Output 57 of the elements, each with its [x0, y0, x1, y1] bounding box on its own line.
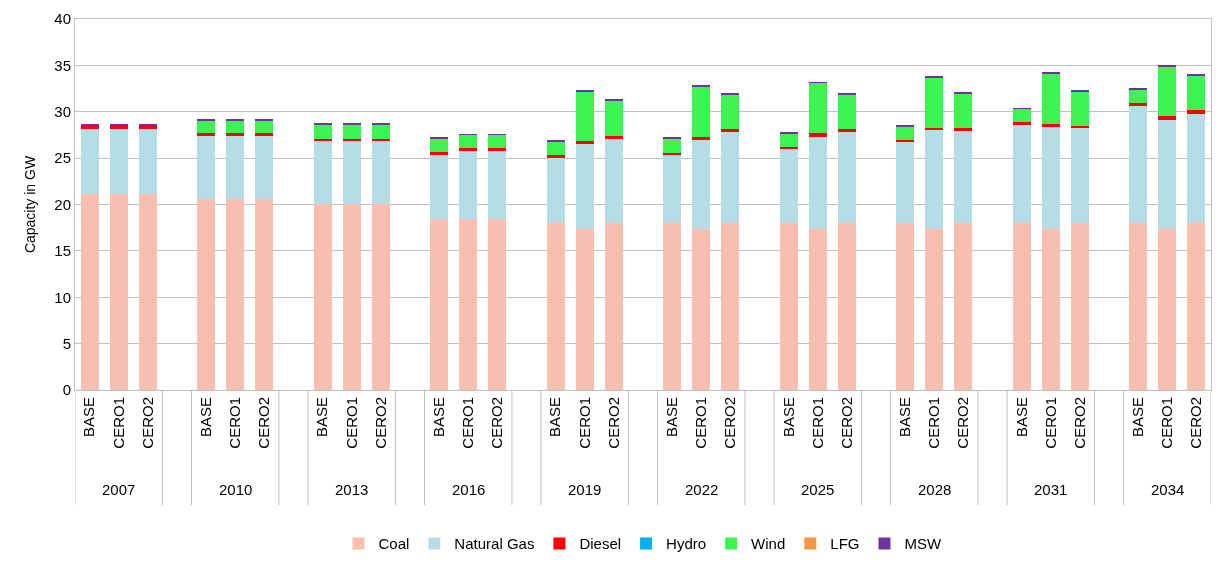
x-tick-label: CERO1	[109, 397, 127, 449]
y-tick-label: 40	[54, 10, 71, 28]
legend-label: Diesel	[579, 535, 622, 553]
text: 2016	[452, 481, 486, 498]
x-tick-label: CERO2	[138, 397, 156, 449]
legend-label: Hydro	[666, 535, 707, 553]
x-tick-label: CERO1	[1158, 397, 1176, 449]
x-tick-label: CERO2	[255, 397, 273, 449]
x-tick-label: CERO1	[226, 397, 244, 449]
y-tick-label: 15	[54, 242, 71, 260]
y-tick-label: 30	[54, 103, 71, 120]
y-tick-label: 35	[54, 56, 71, 74]
x-tick-label: CERO2	[488, 397, 506, 449]
x-tick-label: BASE	[779, 397, 797, 438]
x-tick-label: CERO2	[1070, 397, 1088, 449]
x-tick-label: BASE	[429, 397, 447, 438]
legend-label: Coal	[378, 535, 410, 553]
x-tick-label: BASE	[80, 397, 98, 438]
y-tick-label: 5	[62, 334, 71, 352]
text: 2007	[102, 481, 136, 498]
text: 2034	[1151, 481, 1185, 498]
legend-label: LFG	[830, 535, 860, 553]
y-axis-title: Capacity in GW	[21, 155, 38, 254]
text: 2022	[685, 481, 719, 498]
y-tick-label: 25	[54, 149, 71, 167]
y-tick-label: 10	[54, 288, 71, 306]
text: 2028	[918, 481, 952, 498]
legend-label: Wind	[751, 535, 786, 553]
y-tick-label: 0	[62, 381, 71, 399]
y-tick-label: 20	[54, 195, 71, 213]
x-tick-label: CERO1	[342, 397, 360, 449]
x-tick-label: CERO1	[1041, 397, 1059, 449]
x-tick-label: CERO2	[604, 397, 622, 449]
text: 2010	[219, 481, 253, 498]
x-tick-label: CERO1	[925, 397, 943, 449]
x-tick-label: CERO1	[808, 397, 826, 449]
text: 2031	[1034, 481, 1068, 498]
text: 2013	[335, 481, 369, 498]
x-tick-label: CERO2	[954, 397, 972, 449]
x-tick-label: CERO1	[692, 397, 710, 449]
x-tick-label: CERO1	[459, 397, 477, 449]
x-tick-label: CERO2	[721, 397, 739, 449]
x-tick-label: BASE	[313, 397, 331, 438]
x-tick-label: CERO2	[1187, 397, 1205, 449]
legend-label: Natural Gas	[454, 535, 535, 553]
x-tick-label: CERO2	[371, 397, 389, 449]
x-tick-label: BASE	[1129, 397, 1147, 438]
x-tick-label: BASE	[1012, 397, 1030, 438]
text: 2025	[801, 481, 835, 498]
legend-label: MSW	[904, 535, 942, 553]
x-tick-label: CERO2	[837, 397, 855, 449]
x-tick-label: CERO1	[575, 397, 593, 449]
x-tick-label: BASE	[196, 397, 214, 438]
x-tick-label: BASE	[663, 397, 681, 438]
x-tick-label: BASE	[546, 397, 564, 438]
text: 2019	[568, 481, 602, 498]
x-tick-label: BASE	[896, 397, 914, 438]
